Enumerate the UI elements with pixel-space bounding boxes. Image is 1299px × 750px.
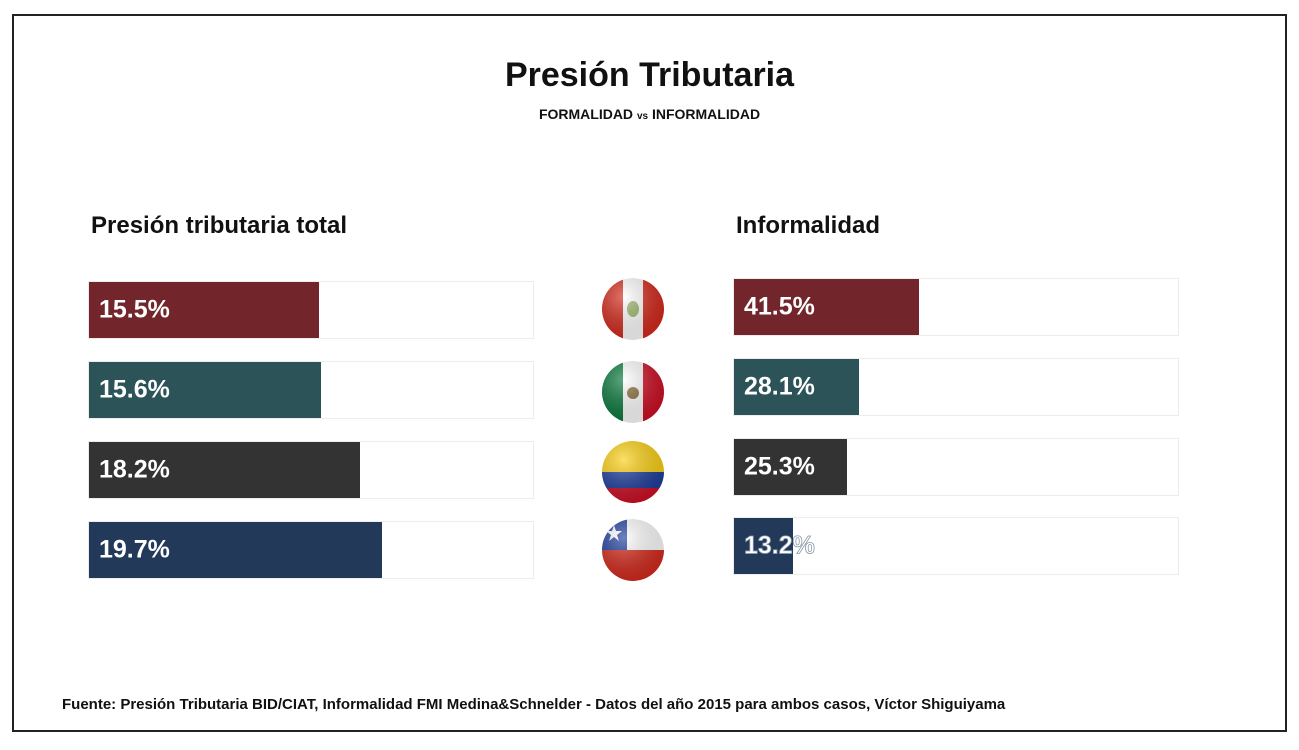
chart-title: Presión Tributaria — [504, 56, 795, 94]
bar-value-label: 15.5% — [99, 295, 170, 324]
subtitle-left: FORMALIDAD — [538, 106, 634, 122]
bar-track: 13.2% — [733, 517, 1179, 575]
bar-track: 25.3% — [733, 438, 1179, 496]
bar-track: 18.2% — [88, 441, 534, 499]
bar-colombia — [734, 439, 847, 495]
bar-mexico — [734, 359, 860, 415]
colombia-flag-icon — [602, 441, 664, 503]
bar-peru — [89, 282, 320, 338]
bar-value-label: 41.5% — [744, 292, 815, 321]
subtitle-right: INFORMALIDAD — [651, 106, 761, 122]
bar-mexico — [89, 362, 321, 418]
bar-track: 15.6% — [88, 361, 534, 419]
bar-track: 41.5% — [733, 278, 1179, 336]
bar-value-label: 18.2% — [99, 455, 170, 484]
bar-value-label: 15.6% — [99, 375, 170, 404]
bar-track: 19.7% — [88, 521, 534, 579]
chart-subtitle: FORMALIDAD vs INFORMALIDAD — [0, 106, 1299, 122]
peru-flag-icon — [602, 278, 664, 340]
subtitle-vs: vs — [636, 111, 649, 122]
bar-colombia — [89, 442, 360, 498]
bar-value-label: 28.1% — [744, 372, 815, 401]
slide-frame — [12, 14, 1287, 732]
right-panel-title: Informalidad — [736, 212, 881, 239]
chile-flag-icon — [602, 519, 664, 581]
bar-chile — [734, 518, 793, 574]
bar-value-label: 25.3% — [744, 452, 815, 481]
bar-chile — [89, 522, 382, 578]
source-footnote: Fuente: Presión Tributaria BID/CIAT, Inf… — [62, 696, 1006, 713]
bar-track: 15.5% — [88, 281, 534, 339]
bar-track: 28.1% — [733, 358, 1179, 416]
bar-value-label: 19.7% — [99, 535, 170, 564]
mexico-flag-icon — [602, 361, 664, 423]
bar-peru — [734, 279, 920, 335]
left-panel-title: Presión tributaria total — [91, 212, 348, 239]
bar-value-label: 13.2% — [744, 531, 816, 560]
